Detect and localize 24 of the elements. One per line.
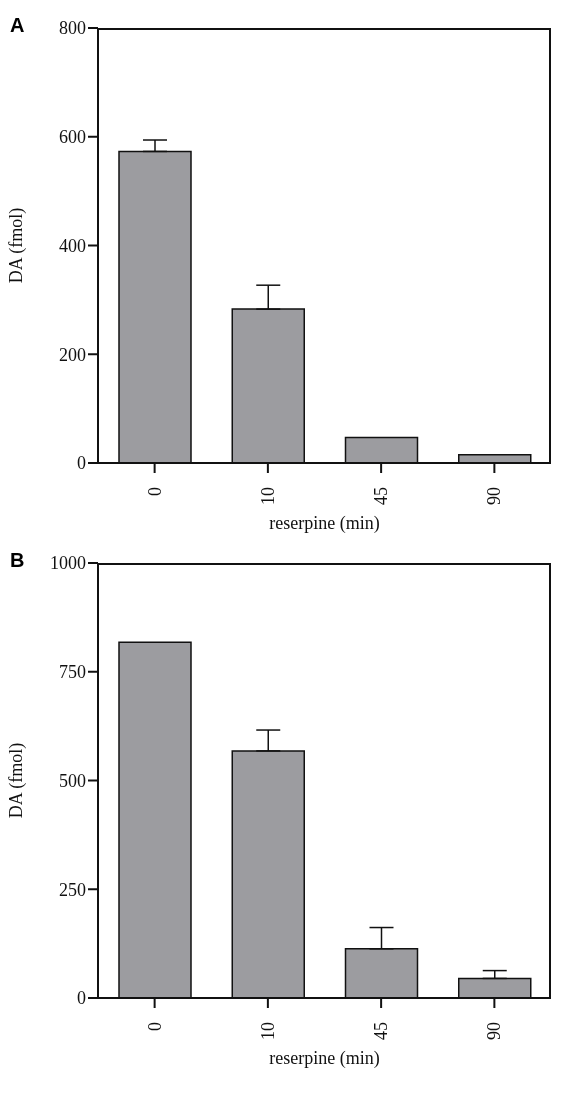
x-tick-label: 10 <box>257 1022 278 1040</box>
x-axis-title: reserpine (min) <box>269 513 380 534</box>
chart-title: B <box>10 549 25 572</box>
chart-title: A <box>10 14 25 37</box>
y-tick-label: 0 <box>77 453 86 474</box>
y-tick-label: 600 <box>59 127 86 148</box>
y-tick-label: 1000 <box>50 553 86 574</box>
y-tick-label: 250 <box>59 879 86 900</box>
x-tick-label: 10 <box>257 487 278 505</box>
x-tick-label: 45 <box>371 1022 392 1040</box>
x-axis-title: reserpine (min) <box>269 1048 380 1069</box>
y-tick-label: 750 <box>59 662 86 683</box>
y-axis-title: DA (fmol) <box>6 207 28 284</box>
y-tick-label: 200 <box>59 344 86 365</box>
x-tick-label: 90 <box>484 1022 505 1040</box>
y-tick-label: 0 <box>77 988 86 1009</box>
y-tick-label: 400 <box>59 235 86 256</box>
x-tick-label: 45 <box>371 487 392 505</box>
y-tick-label: 500 <box>59 770 86 791</box>
x-tick-label: 0 <box>144 487 165 496</box>
x-tick-label: 90 <box>484 487 505 505</box>
y-axis-title: DA (fmol) <box>6 742 28 819</box>
y-tick-label: 800 <box>59 18 86 39</box>
x-tick-label: 0 <box>144 1022 165 1031</box>
